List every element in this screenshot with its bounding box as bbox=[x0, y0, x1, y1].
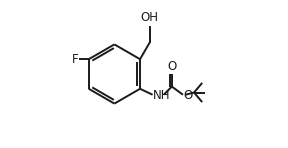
Text: NH: NH bbox=[153, 89, 170, 102]
Text: F: F bbox=[72, 53, 78, 66]
Text: OH: OH bbox=[141, 12, 159, 24]
Text: O: O bbox=[167, 59, 177, 73]
Text: O: O bbox=[184, 89, 193, 102]
